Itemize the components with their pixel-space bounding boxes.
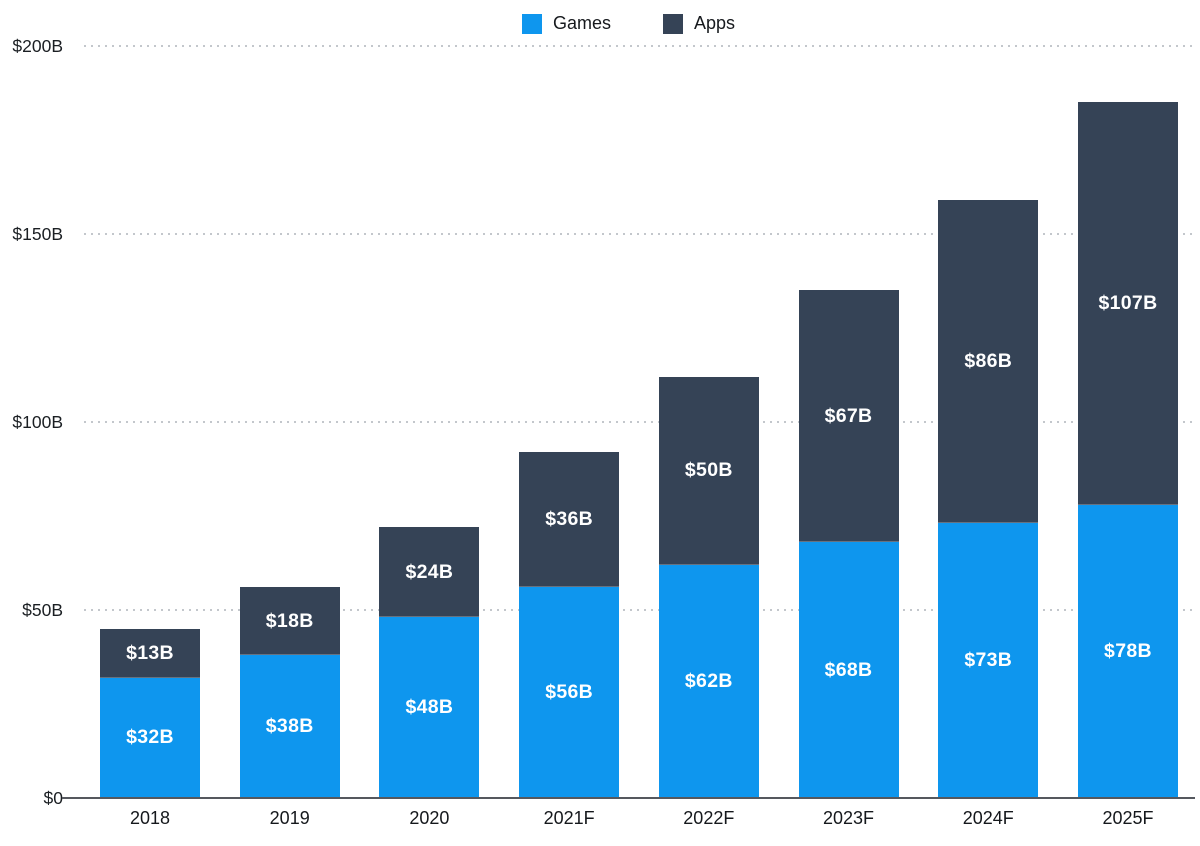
y-axis-tick-200: $200B: [12, 35, 63, 56]
bar-value-label: $13B: [126, 641, 174, 664]
y-axis-tick-50: $50B: [22, 599, 63, 620]
x-axis-label-2020: 2020: [409, 808, 450, 828]
bar-value-label: $107B: [1098, 291, 1158, 314]
bar-2023f-games-segment: $68B: [798, 542, 899, 798]
bar-value-label: $86B: [964, 350, 1013, 373]
bar-value-label: $62B: [684, 669, 733, 692]
bar-value-label: $18B: [265, 609, 314, 632]
bar-2022f-games-segment: $62B: [658, 564, 759, 798]
apps-swatch-icon: [663, 13, 683, 34]
bar-value-label: $56B: [545, 681, 594, 704]
x-axis-label-2019: 2019: [269, 808, 310, 828]
x-axis-label-2022f: 2022F: [683, 808, 735, 828]
y-axis-tick-100: $100B: [12, 411, 63, 432]
bar-2018-apps-segment: $13B: [100, 628, 200, 678]
bar-value-label: $36B: [545, 508, 594, 531]
legend-item-apps: Apps: [663, 13, 735, 34]
bar-value-label: $68B: [824, 658, 873, 681]
bar-2020-apps-segment: $24B: [379, 527, 480, 618]
gridline-150b: [84, 232, 1195, 235]
bar-value-label: $24B: [405, 560, 454, 583]
bar-2018-games-segment: $32B: [100, 677, 200, 798]
bar-2025f-apps-segment: $107B: [1077, 101, 1178, 505]
bar-value-label: $48B: [405, 696, 454, 719]
bar-value-label: $38B: [265, 715, 314, 737]
x-axis-label-2018: 2018: [129, 808, 171, 828]
x-axis-label-2023f: 2023F: [823, 808, 875, 828]
y-axis-tick-150: $150B: [12, 223, 63, 244]
bar-value-label: $78B: [1104, 639, 1152, 662]
bar-2024f-games-segment: $73B: [938, 523, 1039, 798]
bar-2021f-apps-segment: $36B: [519, 451, 620, 588]
gridline-50b: [84, 608, 1195, 611]
legend-label-games: Games: [552, 13, 611, 33]
bar-2022f-apps-segment: $50B: [658, 376, 759, 565]
bar-2023f-apps-segment: $67B: [798, 290, 899, 543]
bar-value-label: $73B: [964, 649, 1013, 672]
bar-value-label: $32B: [126, 726, 174, 749]
x-axis-line: [62, 797, 1195, 799]
bar-2024f-apps-segment: $86B: [938, 199, 1039, 524]
gridline-200b: [84, 44, 1195, 47]
bar-2021f-games-segment: $56B: [519, 587, 620, 798]
x-axis-label-2021f: 2021F: [543, 808, 595, 828]
bar-2019-games-segment: $38B: [239, 655, 340, 798]
gridline-100b: [84, 420, 1195, 423]
bar-value-label: $50B: [684, 459, 733, 482]
bar-2020-games-segment: $48B: [379, 617, 480, 798]
games-swatch-icon: [521, 13, 542, 34]
bar-2025f-games-segment: $78B: [1077, 504, 1178, 798]
legend-label-apps: Apps: [694, 13, 736, 33]
legend-item-games: Games: [521, 13, 611, 34]
y-axis-tick-0: $0: [43, 788, 63, 808]
x-axis-label-2025f: 2025F: [1102, 808, 1154, 828]
bar-value-label: $67B: [824, 404, 873, 427]
legend: Games Apps: [62, 13, 1195, 34]
bar-2019-apps-segment: $18B: [239, 587, 340, 656]
x-axis-label-2024f: 2024F: [962, 808, 1014, 828]
